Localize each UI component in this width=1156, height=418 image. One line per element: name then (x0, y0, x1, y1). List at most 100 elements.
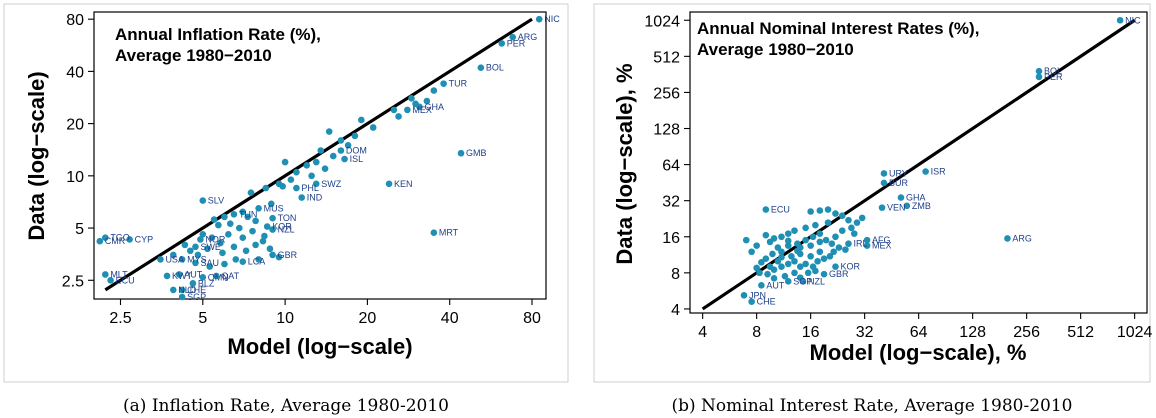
data-point (351, 132, 359, 140)
data-point (247, 189, 255, 196)
point-label-blz: BLZ (198, 278, 215, 288)
chart-title-a: Annual Inflation Rate (%), (115, 25, 321, 44)
x-tick-label: 2.5 (109, 310, 131, 327)
data-point (390, 106, 398, 114)
data-point (217, 239, 224, 247)
data-point (748, 248, 755, 256)
data-point (784, 260, 792, 268)
data-point-aut (175, 271, 183, 278)
data-point (791, 227, 798, 234)
data-point-nzl (799, 278, 807, 285)
point-label-nic: NIC (1125, 15, 1141, 25)
x-axis-ticks-b: 4 8 16 32 64 128 256 512 1024 (698, 313, 1153, 341)
data-point (858, 214, 866, 222)
point-label-slv: SLV (208, 196, 224, 206)
point-label-arg: ARG (518, 32, 538, 42)
data-point (802, 224, 809, 232)
data-point (194, 251, 202, 259)
data-point (239, 208, 247, 216)
y-axis-title-b: Data (log−scale), % (612, 63, 637, 264)
data-point (261, 232, 268, 240)
data-point (753, 242, 760, 249)
point-label-tgo: TGO (110, 233, 129, 243)
point-label-cyp: CYP (135, 234, 154, 244)
point-label-bol: BOL (1044, 66, 1062, 76)
data-point-cmr (96, 237, 104, 245)
data-point (832, 233, 839, 241)
data-point-usa (157, 256, 164, 263)
point-label-aut: AUT (184, 269, 203, 279)
point-label-sgp: SGP (187, 292, 206, 302)
point-label-ton: TON (278, 213, 297, 223)
data-point-arg (1004, 235, 1011, 242)
data-point (770, 275, 778, 282)
x-tick-label: 80 (523, 310, 541, 327)
data-point-swz (312, 180, 320, 188)
data-point (807, 242, 814, 249)
data-point-sau (192, 259, 199, 267)
data-point (807, 252, 814, 260)
y-tick-label: 10 (66, 169, 84, 186)
point-label-aut: AUT (766, 280, 785, 290)
point-label-tur: TUR (449, 79, 468, 89)
data-point-blz (189, 280, 197, 287)
point-label-gha: GHA (906, 193, 926, 203)
data-point (753, 264, 760, 272)
data-point (181, 241, 189, 249)
data-point (281, 158, 289, 166)
y-axis-title-a: Data (log−scale) (24, 71, 49, 240)
caption-b: (b) Nominal Interest Rate, Average 1980-… (671, 396, 1072, 416)
data-point (395, 113, 402, 120)
data-point (262, 184, 270, 192)
data-point (766, 238, 774, 246)
data-point-ven (878, 204, 886, 211)
data-point (312, 158, 320, 166)
data-point (275, 253, 283, 261)
data-point-mlt (102, 271, 109, 278)
point-label-nzl: NZL (278, 225, 295, 235)
data-point (807, 208, 814, 215)
data-point-dom (337, 147, 345, 154)
y-tick-label: 32 (662, 194, 680, 211)
x-tick-label: 512 (1067, 324, 1094, 341)
data-point (255, 256, 262, 263)
data-point (325, 128, 333, 135)
point-label-mys: MYS (187, 254, 207, 264)
data-point-phl (293, 184, 300, 192)
point-label-ecu: ECU (116, 275, 135, 285)
point-label-usa: USA (165, 254, 184, 264)
point-label-per: PER (1044, 72, 1063, 82)
data-point (835, 244, 843, 251)
data-point-che (748, 298, 755, 305)
data-point-tgo (102, 234, 109, 241)
point-label-irl: IRL (853, 239, 867, 249)
x-tick-label: 40 (441, 310, 459, 327)
x-tick-label: 5 (198, 310, 207, 327)
data-point-irl (845, 240, 852, 248)
data-point (791, 257, 798, 265)
data-point (267, 200, 275, 208)
data-point (838, 212, 846, 219)
data-point (830, 248, 837, 256)
data-point (822, 236, 830, 244)
data-point (778, 263, 785, 271)
point-label-cmr: CMR (105, 236, 126, 246)
y-axis-ticks-b: 4 8 16 32 64 128 256 512 1024 (644, 13, 690, 319)
data-point (317, 147, 325, 154)
data-point-gha (416, 103, 423, 111)
y-tick-label: 5 (75, 221, 84, 238)
point-label-mlt: MLT (110, 269, 128, 279)
y-tick-label: 256 (653, 85, 680, 102)
data-point-ecu (107, 276, 114, 284)
data-point (219, 249, 226, 257)
chart-title-b: Annual Nominal Interest Rates (%), (697, 19, 979, 38)
data-point (828, 240, 836, 248)
x-tick-label: 16 (802, 324, 820, 341)
x-tick-label: 128 (959, 324, 986, 341)
x-tick-label: 1024 (1117, 324, 1153, 341)
data-point (430, 87, 438, 94)
data-point-mus (255, 204, 262, 212)
